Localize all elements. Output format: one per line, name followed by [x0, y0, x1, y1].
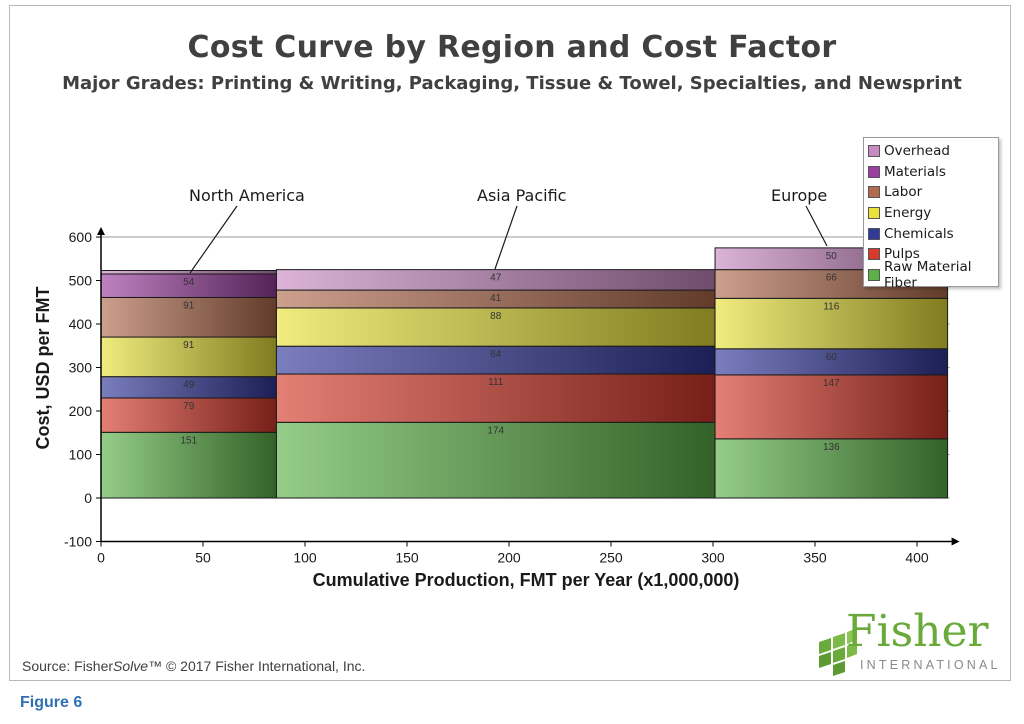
- data-label: 116: [823, 301, 839, 312]
- y-tick-label: 300: [69, 360, 93, 376]
- legend-label: Pulps: [884, 246, 920, 263]
- bar-segment: [714, 297, 949, 350]
- x-tick-label: 0: [97, 550, 105, 566]
- legend-label: Materials: [884, 163, 946, 180]
- figure-label: Figure 6: [20, 694, 83, 711]
- bar-segment: [714, 438, 949, 499]
- legend-item-labor: Labor: [868, 182, 994, 203]
- legend-label: Labor: [884, 184, 923, 201]
- data-label: 91: [183, 300, 195, 311]
- bar-segment: [100, 269, 277, 275]
- chart-legend: Overhead Materials Labor Energy Chemical…: [863, 137, 999, 291]
- legend-item-overhead: Overhead: [868, 141, 994, 162]
- y-tick-label: -100: [64, 534, 92, 550]
- legend-swatch-overhead: [868, 145, 880, 158]
- legend-item-materials: Materials: [868, 162, 994, 183]
- x-axis-arrow: [951, 537, 960, 546]
- legend-swatch-materials: [868, 165, 880, 178]
- data-label: 50: [826, 251, 838, 262]
- data-label: 91: [183, 340, 195, 351]
- legend-item-raw-material-fiber: Raw Material Fiber: [868, 259, 994, 291]
- source-prefix: Source: Fisher: [22, 658, 114, 674]
- legend-swatch-pulps: [868, 248, 880, 261]
- legend-swatch-energy: [868, 207, 880, 220]
- legend-item-chemicals: Chemicals: [868, 223, 994, 244]
- y-tick-label: 100: [69, 447, 93, 463]
- data-label: 54: [183, 277, 195, 288]
- data-label: 49: [183, 380, 195, 391]
- x-tick-label: 400: [905, 550, 929, 566]
- y-tick-label: 200: [69, 403, 93, 419]
- region-label-asia-pacific: Asia Pacific: [477, 186, 567, 205]
- legend-swatch-labor: [868, 186, 880, 199]
- data-label: 60: [826, 352, 838, 363]
- data-label: 88: [490, 311, 502, 322]
- data-label: 151: [180, 435, 197, 446]
- logo-wordmark: Fisher: [846, 606, 989, 657]
- callout-line: [805, 205, 828, 247]
- legend-label: Raw Material Fiber: [884, 258, 972, 291]
- legend-label: Overhead: [884, 143, 950, 160]
- y-tick-label: 0: [84, 490, 92, 506]
- x-tick-label: 350: [803, 550, 827, 566]
- fisher-logo-icon: [819, 628, 857, 676]
- chart-subtitle: Major Grades: Printing & Writing, Packag…: [62, 73, 962, 94]
- y-axis-title: Cost, USD per FMT: [33, 286, 53, 449]
- data-label: 136: [823, 442, 840, 453]
- y-axis-arrow: [97, 227, 105, 235]
- y-tick-label: 400: [69, 316, 93, 332]
- bar-segment: [100, 431, 277, 499]
- source-note: Source: FisherSolve™ © 2017 Fisher Inter…: [22, 658, 365, 674]
- bar-segment: [275, 307, 716, 347]
- legend-label: Chemicals: [884, 225, 954, 242]
- source-suffix: ™ © 2017 Fisher International, Inc.: [148, 658, 366, 674]
- data-label: 111: [488, 377, 504, 388]
- data-label: 79: [183, 401, 195, 412]
- data-label: 147: [823, 378, 840, 389]
- region-label-europe: Europe: [771, 186, 828, 205]
- logo-subtext: INTERNATIONAL: [860, 658, 1001, 672]
- legend-swatch-raw-material-fiber: [868, 268, 880, 281]
- x-tick-label: 300: [701, 550, 725, 566]
- legend-item-energy: Energy: [868, 203, 994, 224]
- x-tick-label: 200: [497, 550, 521, 566]
- bar-segment: [275, 373, 716, 423]
- data-label: 41: [490, 293, 502, 304]
- data-label: 66: [826, 273, 838, 284]
- legend-swatch-chemicals: [868, 227, 880, 240]
- region-label-north-america: North America: [189, 186, 305, 205]
- source-italic: Solve: [113, 658, 149, 674]
- logo-blocks: [819, 628, 857, 676]
- callout-line: [189, 205, 238, 274]
- x-tick-label: 50: [195, 550, 211, 566]
- x-tick-label: 150: [395, 550, 419, 566]
- data-label: 64: [490, 349, 502, 360]
- bar-segment: [100, 336, 277, 378]
- legend-label: Energy: [884, 205, 932, 222]
- y-tick-label: 500: [69, 273, 93, 289]
- chart-title: Cost Curve by Region and Cost Factor: [187, 30, 837, 65]
- data-label: 47: [490, 273, 502, 284]
- bar-segment: [714, 348, 949, 376]
- callout-line: [494, 205, 518, 270]
- data-label: 174: [487, 425, 504, 436]
- x-tick-label: 100: [293, 550, 317, 566]
- x-tick-label: 250: [599, 550, 623, 566]
- legend-item-pulps: Pulps: [868, 244, 994, 265]
- y-tick-label: 600: [69, 229, 93, 245]
- x-axis-title: Cumulative Production, FMT per Year (x1,…: [313, 570, 740, 590]
